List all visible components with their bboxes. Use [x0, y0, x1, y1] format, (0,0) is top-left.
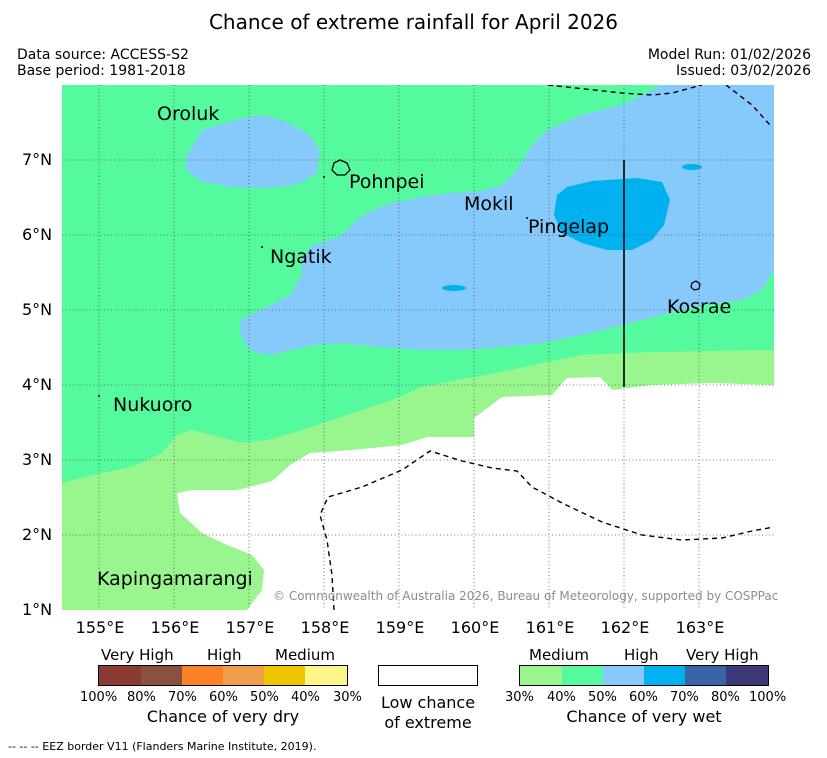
zone-70-percent [554, 178, 670, 250]
lat-label: 5°N [22, 300, 53, 319]
place-nukuoro: Nukuoro [113, 394, 193, 416]
lon-label: 159°E [375, 618, 425, 637]
dry-tick: 80% [127, 690, 156, 705]
wet-header-medium: Medium [529, 646, 589, 664]
eez-border [319, 85, 774, 610]
wet-tick: 80% [711, 690, 740, 705]
dry-swatch [99, 666, 141, 685]
dry-colorbar [98, 665, 348, 686]
lon-label: 158°E [300, 618, 350, 637]
rainfall-map [62, 85, 774, 610]
wet-swatch [562, 666, 603, 685]
pohnpei-islet [323, 176, 325, 178]
wet-swatch [520, 666, 562, 685]
place-oroluk: Oroluk [157, 103, 220, 125]
lon-label: 156°E [150, 618, 200, 637]
model-run-text: Model Run: 01/02/2026 [647, 47, 811, 63]
lat-label: 6°N [22, 225, 53, 244]
chart-title: Chance of extreme rainfall for April 202… [208, 10, 619, 34]
copyright-text: © Commonwealth of Australia 2026, Bureau… [273, 589, 779, 603]
low-caption-line2: of extreme [384, 713, 472, 732]
dry-swatch [305, 666, 347, 685]
dry-tick: 30% [333, 690, 362, 705]
dry-swatch [182, 666, 223, 685]
low-chance-swatch [378, 665, 478, 686]
zone-low-chance [177, 377, 774, 610]
dry-swatch [223, 666, 264, 685]
wet-swatch [644, 666, 685, 685]
dry-tick: 40% [291, 690, 320, 705]
dry-swatch [264, 666, 305, 685]
place-pingelap: Pingelap [528, 216, 610, 238]
place-kosrae: Kosrae [667, 296, 732, 318]
data-source-text: Data source: ACCESS-S2 [17, 47, 189, 63]
zone-70-small-2 [682, 164, 702, 170]
lon-label: 162°E [600, 618, 650, 637]
nukuoro-atoll [98, 395, 100, 397]
place-mokil: Mokil [464, 193, 514, 215]
map-grid [62, 85, 774, 610]
wet-colorbar [519, 665, 769, 686]
dry-tick: 50% [250, 690, 279, 705]
lon-label: 160°E [450, 618, 500, 637]
zone-high-blue-oroluk [186, 115, 320, 188]
dry-tick: 60% [209, 690, 238, 705]
kosrae-island-outline [690, 280, 701, 291]
wet-tick: 40% [547, 690, 576, 705]
wet-swatch [603, 666, 644, 685]
lon-label: 155°E [75, 618, 125, 637]
dry-caption: Chance of very dry [146, 707, 300, 726]
dry-header-high: High [207, 646, 242, 664]
eez-footnote: -- -- -- EEZ border V11 (Flanders Marine… [8, 740, 317, 753]
wet-tick: 100% [749, 690, 787, 705]
low-caption-line1: Low chance [380, 693, 476, 712]
wet-tick: 70% [670, 690, 699, 705]
dry-header-medium: Medium [275, 646, 335, 664]
lat-label: 4°N [22, 375, 53, 394]
place-kapingamarangi: Kapingamarangi [97, 568, 253, 590]
lon-label: 157°E [225, 618, 275, 637]
zone-high-blue [240, 85, 774, 355]
wet-caption: Chance of very wet [566, 707, 722, 726]
wet-header-high: High [624, 646, 659, 664]
zone-70-small-1 [442, 285, 466, 291]
mokil-atoll [526, 217, 528, 219]
wet-swatch [726, 666, 768, 685]
lat-label: 3°N [22, 450, 53, 469]
lon-label: 163°E [675, 618, 725, 637]
place-ngatik: Ngatik [270, 246, 332, 268]
lat-label: 2°N [22, 525, 53, 544]
dry-tick: 70% [168, 690, 197, 705]
base-period-text: Base period: 1981-2018 [17, 63, 186, 79]
lon-label: 161°E [525, 618, 575, 637]
dry-header-very-high: Very High [101, 646, 174, 664]
lat-label: 1°N [22, 600, 53, 619]
ngatik-atoll [261, 246, 263, 248]
issued-text: Issued: 03/02/2026 [676, 63, 811, 79]
wet-tick: 60% [629, 690, 658, 705]
wet-tick: 30% [505, 690, 534, 705]
wet-swatch [685, 666, 726, 685]
wet-tick: 50% [588, 690, 617, 705]
lat-label: 7°N [22, 150, 53, 169]
dry-swatch [141, 666, 182, 685]
dry-tick: 100% [80, 690, 118, 705]
pohnpei-island-outline [331, 159, 351, 176]
wet-header-very-high: Very High [686, 646, 759, 664]
place-pohnpei: Pohnpei [349, 171, 425, 193]
